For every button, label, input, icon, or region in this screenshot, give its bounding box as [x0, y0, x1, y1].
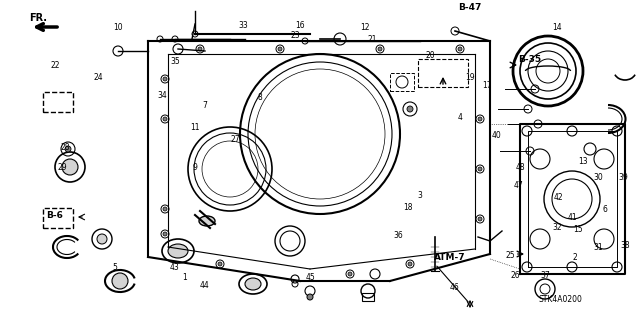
Text: FR.: FR. — [29, 13, 47, 23]
Text: 43: 43 — [170, 263, 180, 272]
Ellipse shape — [168, 244, 188, 258]
Circle shape — [478, 117, 482, 121]
Text: 28: 28 — [60, 144, 70, 152]
Text: 26: 26 — [510, 271, 520, 279]
Circle shape — [62, 159, 78, 175]
Text: 10: 10 — [113, 24, 123, 33]
Text: 41: 41 — [567, 213, 577, 222]
Circle shape — [163, 77, 167, 81]
Text: 7: 7 — [203, 100, 207, 109]
Text: 18: 18 — [403, 204, 413, 212]
Text: 19: 19 — [465, 73, 475, 83]
Text: 46: 46 — [450, 284, 460, 293]
Ellipse shape — [199, 216, 215, 226]
Text: 6: 6 — [603, 205, 607, 214]
Circle shape — [478, 217, 482, 221]
FancyBboxPatch shape — [43, 92, 73, 112]
Text: 45: 45 — [305, 273, 315, 283]
Circle shape — [163, 207, 167, 211]
Ellipse shape — [245, 278, 261, 290]
Text: 21: 21 — [367, 35, 377, 44]
Text: 12: 12 — [360, 24, 370, 33]
Text: 15: 15 — [573, 226, 583, 234]
Circle shape — [348, 272, 352, 276]
Circle shape — [378, 47, 382, 51]
Text: 37: 37 — [540, 271, 550, 279]
Text: 1: 1 — [182, 273, 188, 283]
Text: B-35: B-35 — [518, 56, 541, 64]
Text: 30: 30 — [593, 174, 603, 182]
Text: ATM-7: ATM-7 — [434, 254, 466, 263]
Text: 34: 34 — [157, 91, 167, 100]
Circle shape — [307, 294, 313, 300]
FancyBboxPatch shape — [418, 59, 468, 87]
FancyBboxPatch shape — [43, 208, 73, 228]
Text: 38: 38 — [620, 241, 630, 249]
Text: B-47: B-47 — [458, 4, 482, 12]
Text: 42: 42 — [553, 194, 563, 203]
Text: 20: 20 — [425, 50, 435, 60]
Text: 3: 3 — [417, 190, 422, 199]
Circle shape — [278, 47, 282, 51]
Text: STK4A0200: STK4A0200 — [538, 295, 582, 305]
Text: 23: 23 — [290, 31, 300, 40]
Circle shape — [112, 273, 128, 289]
Text: 16: 16 — [295, 20, 305, 29]
Text: 5: 5 — [113, 263, 117, 272]
Text: 8: 8 — [258, 93, 262, 102]
Text: 27: 27 — [230, 136, 240, 145]
Text: 22: 22 — [51, 61, 60, 70]
Text: 9: 9 — [193, 164, 197, 173]
Text: 29: 29 — [57, 164, 67, 173]
Bar — [362, 293, 374, 301]
Circle shape — [163, 232, 167, 236]
Text: 24: 24 — [93, 73, 103, 83]
Text: 40: 40 — [492, 130, 502, 139]
Text: 33: 33 — [238, 20, 248, 29]
Circle shape — [163, 117, 167, 121]
Circle shape — [198, 47, 202, 51]
Text: 14: 14 — [552, 24, 562, 33]
Text: 44: 44 — [200, 280, 210, 290]
Circle shape — [97, 234, 107, 244]
Text: 13: 13 — [578, 158, 588, 167]
Text: 39: 39 — [618, 174, 628, 182]
FancyBboxPatch shape — [390, 73, 414, 91]
Circle shape — [407, 106, 413, 112]
Circle shape — [65, 146, 71, 152]
Text: 32: 32 — [552, 224, 562, 233]
Circle shape — [408, 262, 412, 266]
Text: 35: 35 — [170, 57, 180, 66]
Circle shape — [218, 262, 222, 266]
Text: 4: 4 — [458, 114, 463, 122]
Circle shape — [458, 47, 462, 51]
Circle shape — [478, 167, 482, 171]
Text: 31: 31 — [593, 243, 603, 253]
Text: 17: 17 — [482, 80, 492, 90]
Text: B-6: B-6 — [47, 211, 63, 219]
Text: 36: 36 — [393, 231, 403, 240]
Text: 47: 47 — [513, 181, 523, 189]
Text: 2: 2 — [573, 254, 577, 263]
Text: 25: 25 — [505, 250, 515, 259]
Text: 48: 48 — [515, 164, 525, 173]
Text: 11: 11 — [190, 123, 200, 132]
